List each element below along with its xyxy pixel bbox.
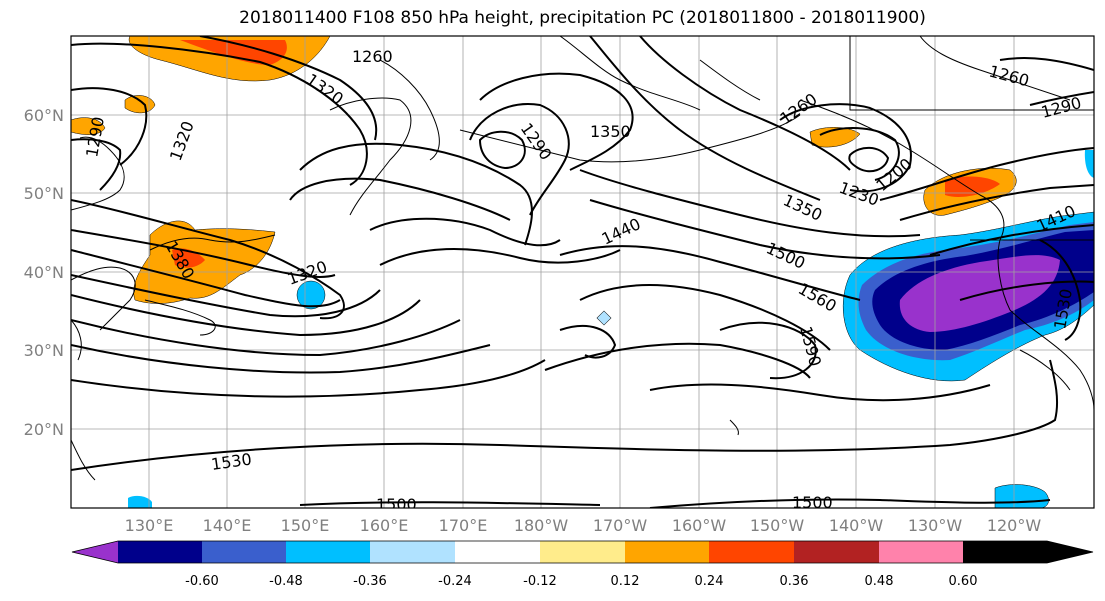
lon-label: 160°W <box>672 516 727 535</box>
lon-label: 140°E <box>203 516 252 535</box>
colorbar-tick-label: -0.36 <box>353 574 387 589</box>
lat-label: 40°N <box>24 263 64 282</box>
lon-label: 130°E <box>125 516 174 535</box>
colorbar-tick-label: -0.24 <box>438 574 472 589</box>
contour-label: 1260 <box>987 62 1031 91</box>
colorbar-segment <box>72 541 118 563</box>
colorbar-segment <box>963 541 1093 563</box>
colorbar-segment <box>118 541 202 563</box>
colorbar-tick-label: 0.36 <box>780 574 809 589</box>
colorbar-segment <box>286 541 370 563</box>
colorbar-segment <box>709 541 794 563</box>
contour-label: 1350 <box>590 122 631 141</box>
lon-label: 170°W <box>593 516 648 535</box>
colorbar-ticks: -0.60 -0.48 -0.36 -0.24 -0.12 0.12 0.24 … <box>185 574 977 589</box>
map-title: 2018011400 F108 850 hPa height, precipit… <box>239 8 926 28</box>
lon-label: 120°W <box>987 516 1042 535</box>
contour-label: 1500 <box>763 238 808 272</box>
colorbar-segment <box>370 541 455 563</box>
lon-label: 150°W <box>750 516 805 535</box>
contour-label: 1260 <box>352 47 393 66</box>
contour-label: 1350 <box>780 190 825 224</box>
colorbar-tick-label: -0.60 <box>185 574 219 589</box>
map-frame <box>70 35 1095 509</box>
map-area: 1260 1320 1290 1320 1290 1350 1260 1230 … <box>71 36 1094 514</box>
contour-label: 1320 <box>303 70 347 109</box>
colorbar-tick-label: -0.12 <box>523 574 557 589</box>
colorbar-boxes <box>72 541 963 563</box>
colorbar-tick-label: 0.24 <box>695 574 724 589</box>
contour-label: 1200 <box>872 154 915 195</box>
colorbar-segment <box>794 541 879 563</box>
colorbar: -0.60 -0.48 -0.36 -0.24 -0.12 0.12 0.24 … <box>71 540 1094 589</box>
colorbar-segment <box>879 541 963 563</box>
colorbar-tick-label: 0.12 <box>611 574 640 589</box>
colorbar-segment <box>455 541 540 563</box>
contour-label: 1320 <box>166 119 198 164</box>
colorbar-outline <box>71 540 1094 564</box>
colorbar-segment <box>202 541 286 563</box>
lon-label: 140°W <box>829 516 884 535</box>
lat-label: 50°N <box>24 184 64 203</box>
lon-label: 180°W <box>514 516 569 535</box>
precip-shading <box>71 36 1094 508</box>
latitude-labels: 60°N 50°N 40°N 30°N 20°N <box>24 106 64 439</box>
colorbar-tick-label: -0.48 <box>269 574 303 589</box>
lat-label: 60°N <box>24 106 64 125</box>
colorbar-segment <box>540 541 625 563</box>
lon-label: 160°E <box>360 516 409 535</box>
lat-label: 30°N <box>24 341 64 360</box>
grid-lines <box>71 36 1094 508</box>
contour-label: 1440 <box>599 214 644 248</box>
contour-label: 1260 <box>776 89 820 128</box>
longitude-labels: 130°E 140°E 150°E 160°E 170°E 180°W 170°… <box>125 516 1042 535</box>
lon-label: 170°E <box>439 516 488 535</box>
contour-label: 1290 <box>1039 93 1083 122</box>
contour-label: 1500 <box>792 493 833 512</box>
height-contours <box>71 36 1094 508</box>
lon-label: 150°E <box>281 516 330 535</box>
lat-label: 20°N <box>24 420 64 439</box>
contour-label: 1560 <box>795 279 840 316</box>
contour-label: 1590 <box>796 324 825 368</box>
colorbar-segment <box>625 541 709 563</box>
colorbar-tick-label: 0.60 <box>949 574 978 589</box>
colorbar-tick-label: 0.48 <box>865 574 894 589</box>
lon-label: 130°W <box>908 516 963 535</box>
contour-label: 1500 <box>376 495 417 514</box>
